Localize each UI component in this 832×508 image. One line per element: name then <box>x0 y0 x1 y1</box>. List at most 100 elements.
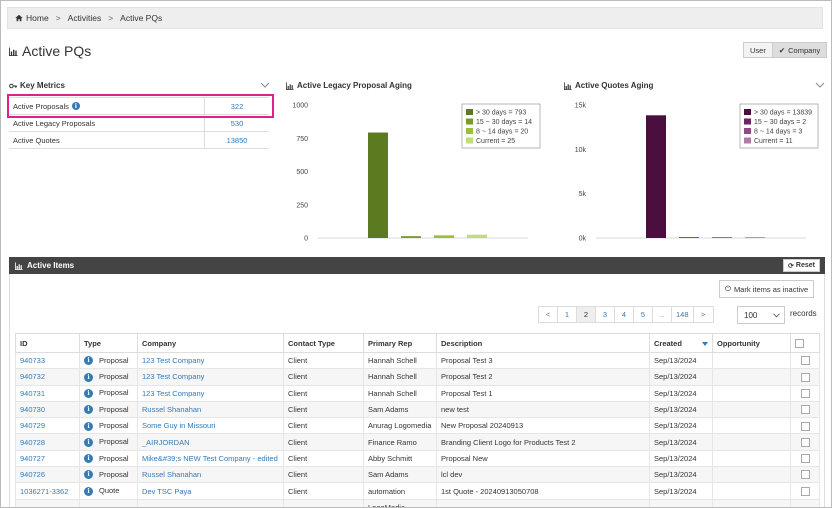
row-id-link[interactable]: 940731 <box>15 385 80 402</box>
table-row: 1036271-3362 i Quote Dev TSC Paya Client auto… <box>15 482 820 500</box>
row-id-link[interactable]: 940732 <box>15 368 80 386</box>
col-header-opportunity[interactable]: Opportunity <box>712 333 791 353</box>
legend-label: > 30 days = 793 <box>476 110 526 117</box>
row-id-link[interactable]: 940728 <box>15 433 80 451</box>
col-header-primary-rep[interactable]: Primary Rep <box>363 333 437 353</box>
info-icon[interactable]: i <box>84 421 93 431</box>
row-checkbox[interactable] <box>800 454 810 464</box>
metric-row-active-legacy-proposals: Active Legacy Proposals 530 <box>9 115 269 132</box>
col-header-contact-type[interactable]: Contact Type <box>283 333 364 353</box>
key-metrics-collapse-icon[interactable] <box>260 82 270 88</box>
check-icon: ✔ <box>778 45 786 55</box>
row-id-link[interactable]: 940733 <box>15 352 80 370</box>
row-select <box>790 401 820 419</box>
user-toggle-button[interactable]: User <box>744 43 772 57</box>
breadcrumb: Home > Activities > Active PQs <box>7 7 823 29</box>
row-company-link[interactable]: Mike&#39;s NEW Test Company - edited <box>137 450 284 468</box>
chevron-down-icon <box>773 313 780 318</box>
row-id-link[interactable]: 940727 <box>15 450 80 468</box>
pager-page[interactable]: 148 <box>672 307 694 322</box>
row-opportunity <box>712 352 791 370</box>
row-company-link[interactable]: 123 Test Company <box>137 368 284 386</box>
row-id-link[interactable]: 940729 <box>15 417 80 435</box>
company-toggle-label: Company <box>788 45 821 55</box>
row-contact-type: Client <box>283 352 364 370</box>
col-header-type[interactable]: Type <box>79 333 138 353</box>
row-id-link[interactable]: 940726 <box>15 466 80 484</box>
legend-label: Current = 25 <box>476 138 515 145</box>
company-toggle-button[interactable]: ✔ Company <box>771 43 827 57</box>
y-tick-label: 10k <box>575 147 587 154</box>
metric-label: Active Legacy Proposals <box>13 118 96 128</box>
col-header-id[interactable]: ID <box>15 333 80 353</box>
info-icon[interactable]: i <box>84 405 93 415</box>
row-checkbox[interactable] <box>800 486 810 496</box>
row-contact-type: Client <box>283 450 364 468</box>
row-opportunity <box>712 417 791 435</box>
row-checkbox[interactable] <box>800 372 810 382</box>
records-label: records <box>790 309 817 318</box>
row-company-link[interactable]: Russel Shanahan <box>137 466 284 484</box>
info-icon[interactable]: i <box>84 454 93 464</box>
pager-page[interactable]: 1 <box>558 307 577 322</box>
info-icon[interactable]: i <box>84 486 93 496</box>
info-icon[interactable]: i <box>84 356 93 366</box>
info-icon[interactable]: i <box>71 102 80 110</box>
row-checkbox[interactable] <box>800 405 810 415</box>
col-header-company[interactable]: Company <box>137 333 284 353</box>
mark-inactive-button[interactable]: ⏻ Mark items as inactive <box>719 280 815 298</box>
info-icon[interactable]: i <box>84 437 93 447</box>
legend-label: 15 ~ 30 days = 14 <box>476 119 532 126</box>
row-opportunity <box>712 450 791 468</box>
row-checkbox[interactable] <box>800 389 810 398</box>
bar-chart-icon <box>9 46 18 56</box>
row-company-link[interactable]: Russel Shanahan <box>137 401 284 419</box>
pager-page-current[interactable]: 2 <box>577 307 596 322</box>
col-header-description[interactable]: Description <box>436 333 650 353</box>
table-row: LogoMedia <box>15 499 820 507</box>
row-created: Sep/13/2024 <box>649 482 713 500</box>
info-icon[interactable]: i <box>84 389 93 398</box>
row-type: i Proposal <box>79 385 138 402</box>
row-id-link[interactable]: 940730 <box>15 401 80 419</box>
row-checkbox[interactable] <box>800 437 810 447</box>
reset-button[interactable]: ⟳ Reset <box>783 259 820 272</box>
row-id-link[interactable]: 1036271-3362 <box>15 482 80 500</box>
row-contact-type: Client <box>283 368 364 386</box>
row-company-link[interactable]: 123 Test Company <box>137 352 284 370</box>
row-contact-type: Client <box>283 401 364 419</box>
bar-2 <box>712 237 732 238</box>
pager-page[interactable]: 4 <box>615 307 634 322</box>
page-size-select[interactable]: 100 <box>737 306 785 324</box>
row-company-link[interactable]: _AIRJORDAN <box>137 433 284 451</box>
breadcrumb-home[interactable]: Home <box>26 13 49 23</box>
row-type-label: Proposal <box>99 453 129 463</box>
sort-desc-icon <box>702 342 708 346</box>
pager-next[interactable]: > <box>700 310 706 319</box>
row-company-link[interactable]: Some Guy in Missouri <box>137 417 284 435</box>
pager-prev[interactable]: < <box>539 307 558 322</box>
metric-value-link[interactable]: 322 <box>230 101 244 111</box>
row-opportunity <box>712 401 791 419</box>
row-company-link[interactable]: 123 Test Company <box>137 385 284 402</box>
row-checkbox[interactable] <box>800 470 810 480</box>
col-header-created[interactable]: Created <box>649 333 713 353</box>
metric-row-active-quotes: Active Quotes 13850 <box>9 132 269 149</box>
metric-value-link[interactable]: 13850 <box>226 135 248 145</box>
metric-value-link[interactable]: 530 <box>230 118 244 128</box>
row-checkbox[interactable] <box>800 356 810 366</box>
table-row: 940730 i Proposal Russel Shanahan Client Sam … <box>15 401 820 419</box>
row-description: Proposal Test 3 <box>436 352 650 370</box>
pager-page[interactable]: 5 <box>634 307 653 322</box>
quotes-chart-collapse-icon[interactable] <box>815 82 825 88</box>
info-icon[interactable]: i <box>84 372 93 382</box>
breadcrumb-activities[interactable]: Activities <box>67 13 102 23</box>
row-company-link[interactable]: Dev TSC Paya <box>137 482 284 500</box>
info-icon[interactable]: i <box>84 470 93 480</box>
pager-page[interactable]: 3 <box>596 307 615 322</box>
row-checkbox[interactable] <box>800 421 810 431</box>
row-type: i Proposal <box>79 433 138 451</box>
table-row: 940732 i Proposal 123 Test Company Client Han… <box>15 368 820 386</box>
select-all-checkbox[interactable] <box>795 338 804 348</box>
